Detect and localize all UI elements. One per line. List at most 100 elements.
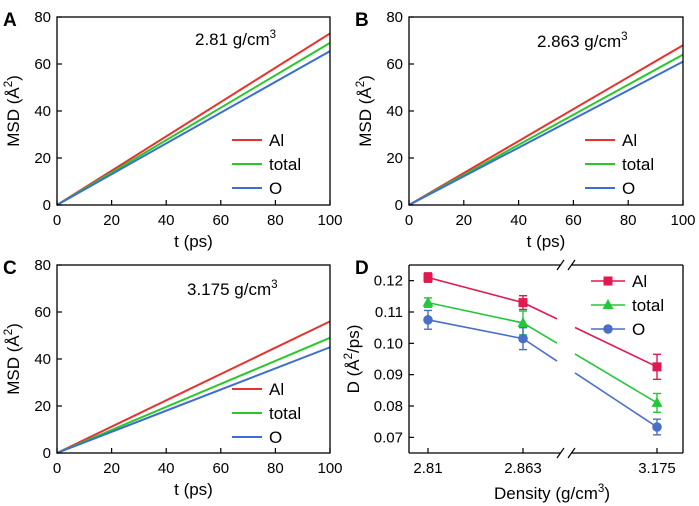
series-line-total [574, 353, 658, 404]
legend-label-total: total [622, 155, 654, 174]
series-line-total [408, 53, 684, 206]
y-axis-label: MSD (Å2) [3, 323, 23, 395]
x-tick-label: 0 [405, 212, 413, 229]
y-tick-label: 80 [34, 257, 51, 274]
x-tick-label: 60 [212, 212, 229, 229]
data-point-o [652, 422, 662, 432]
panel-letter-a: A [3, 10, 17, 31]
legend-label-total: total [269, 155, 301, 174]
data-point-total [422, 296, 434, 307]
panel-a: 0 20 40 60 80 100 0 20 40 60 80 t (ps) Al total O [34, 9, 342, 251]
y-tick-label: 60 [386, 56, 403, 73]
data-point-al [423, 273, 433, 283]
series-line-total [522, 322, 558, 344]
data-point-o [518, 333, 528, 344]
x-axis-label: t (ps) [174, 232, 213, 251]
density-annotation: 3.175 g/cm3 [187, 279, 278, 299]
y-tick-label: 0.09 [374, 367, 403, 384]
x-tick-label: 60 [212, 460, 229, 477]
y-tick-label: 0 [395, 197, 403, 214]
legend-label-total: total [269, 404, 301, 423]
series-line-al [574, 326, 658, 368]
legend-marker-total [602, 299, 614, 309]
legend-marker-al [603, 276, 613, 286]
data-point-al [652, 362, 662, 372]
legend-label-al: Al [269, 380, 284, 399]
y-axis-label: D (Å2/ps) [343, 325, 363, 394]
y-tick-label: 40 [34, 103, 51, 120]
x-tick-label: 80 [620, 212, 637, 229]
legend-label-o: O [632, 320, 645, 339]
legend-label-o: O [622, 179, 635, 198]
axis-break-mark [556, 259, 565, 271]
series-line-o [56, 50, 331, 206]
x-tick-label: 20 [103, 460, 120, 477]
axis-break-mark [567, 447, 576, 459]
data-point-al [518, 298, 528, 308]
axis-break-mark [567, 259, 576, 271]
series-line-al [56, 320, 331, 454]
data-point-o [423, 315, 433, 325]
series-line-total [56, 41, 331, 206]
y-axis-label: MSD (Å2) [3, 75, 23, 147]
x-tick-label: 100 [317, 212, 342, 229]
panel-letter-b: B [355, 10, 369, 31]
y-tick-label: 0 [43, 445, 51, 462]
series-line-al [522, 301, 558, 320]
x-axis-label: Density (g/cm3) [494, 483, 610, 503]
y-axis-label: MSD (Å2) [355, 75, 375, 147]
y-tick-label: 0.07 [374, 429, 403, 446]
x-tick-label: 60 [565, 212, 582, 229]
legend-label-o: O [269, 179, 282, 198]
density-annotation: 2.81 g/cm3 [195, 29, 276, 49]
x-tick-label: 20 [103, 212, 120, 229]
y-tick-label: 80 [34, 9, 51, 26]
legend-marker-o [603, 324, 613, 334]
legend-label-al: Al [269, 131, 284, 150]
x-tick-label: 20 [455, 212, 472, 229]
series-line-total [56, 336, 331, 454]
density-annotation: 2.863 g/cm3 [537, 31, 628, 51]
y-tick-label: 0.08 [374, 398, 403, 415]
series-line-o [427, 319, 524, 340]
axis-break-mark [556, 447, 565, 459]
y-tick-label: 80 [386, 9, 403, 26]
legend-label-o: O [269, 428, 282, 447]
series-line-total [427, 301, 524, 324]
y-tick-label: 40 [34, 351, 51, 368]
panel-d: 0.07 0.08 0.09 0.10 0.11 0.12 2.81 2.863 3.175 Al… [374, 259, 684, 477]
x-tick-label: 80 [267, 460, 284, 477]
x-tick-label: 0 [53, 212, 61, 229]
series-line-o [522, 337, 558, 362]
series-line-o [574, 372, 658, 428]
x-tick-label: 80 [267, 212, 284, 229]
series-line-o [56, 346, 331, 454]
legend-label-total: total [632, 296, 664, 315]
y-tick-label: 40 [386, 103, 403, 120]
y-tick-label: 20 [386, 150, 403, 167]
series-line-al [427, 276, 524, 304]
data-point-total [651, 396, 663, 407]
x-tick-label: 100 [317, 460, 342, 477]
x-tick-label: 2.81 [413, 460, 442, 477]
x-tick-label: 40 [510, 212, 527, 229]
legend-label-al: Al [632, 272, 647, 291]
x-tick-label: 40 [158, 460, 175, 477]
panel-b: 0 20 40 60 80 100 0 20 40 60 80 t (ps) Al total O [386, 9, 695, 251]
data-point-total [517, 316, 529, 327]
x-tick-label: 3.175 [638, 460, 676, 477]
y-tick-label: 0.12 [374, 273, 403, 290]
x-tick-label: 40 [158, 212, 175, 229]
plot-frame [56, 16, 331, 206]
x-axis-label: t (ps) [527, 232, 566, 251]
x-tick-label: 2.863 [504, 460, 542, 477]
y-tick-label: 20 [34, 150, 51, 167]
series-line-o [408, 60, 684, 206]
panel-letter-c: C [3, 258, 17, 279]
y-tick-label: 0 [43, 197, 51, 214]
y-tick-label: 60 [34, 304, 51, 321]
y-tick-label: 0.10 [374, 335, 403, 352]
panel-letter-d: D [355, 258, 369, 279]
y-tick-label: 0.11 [375, 304, 403, 321]
